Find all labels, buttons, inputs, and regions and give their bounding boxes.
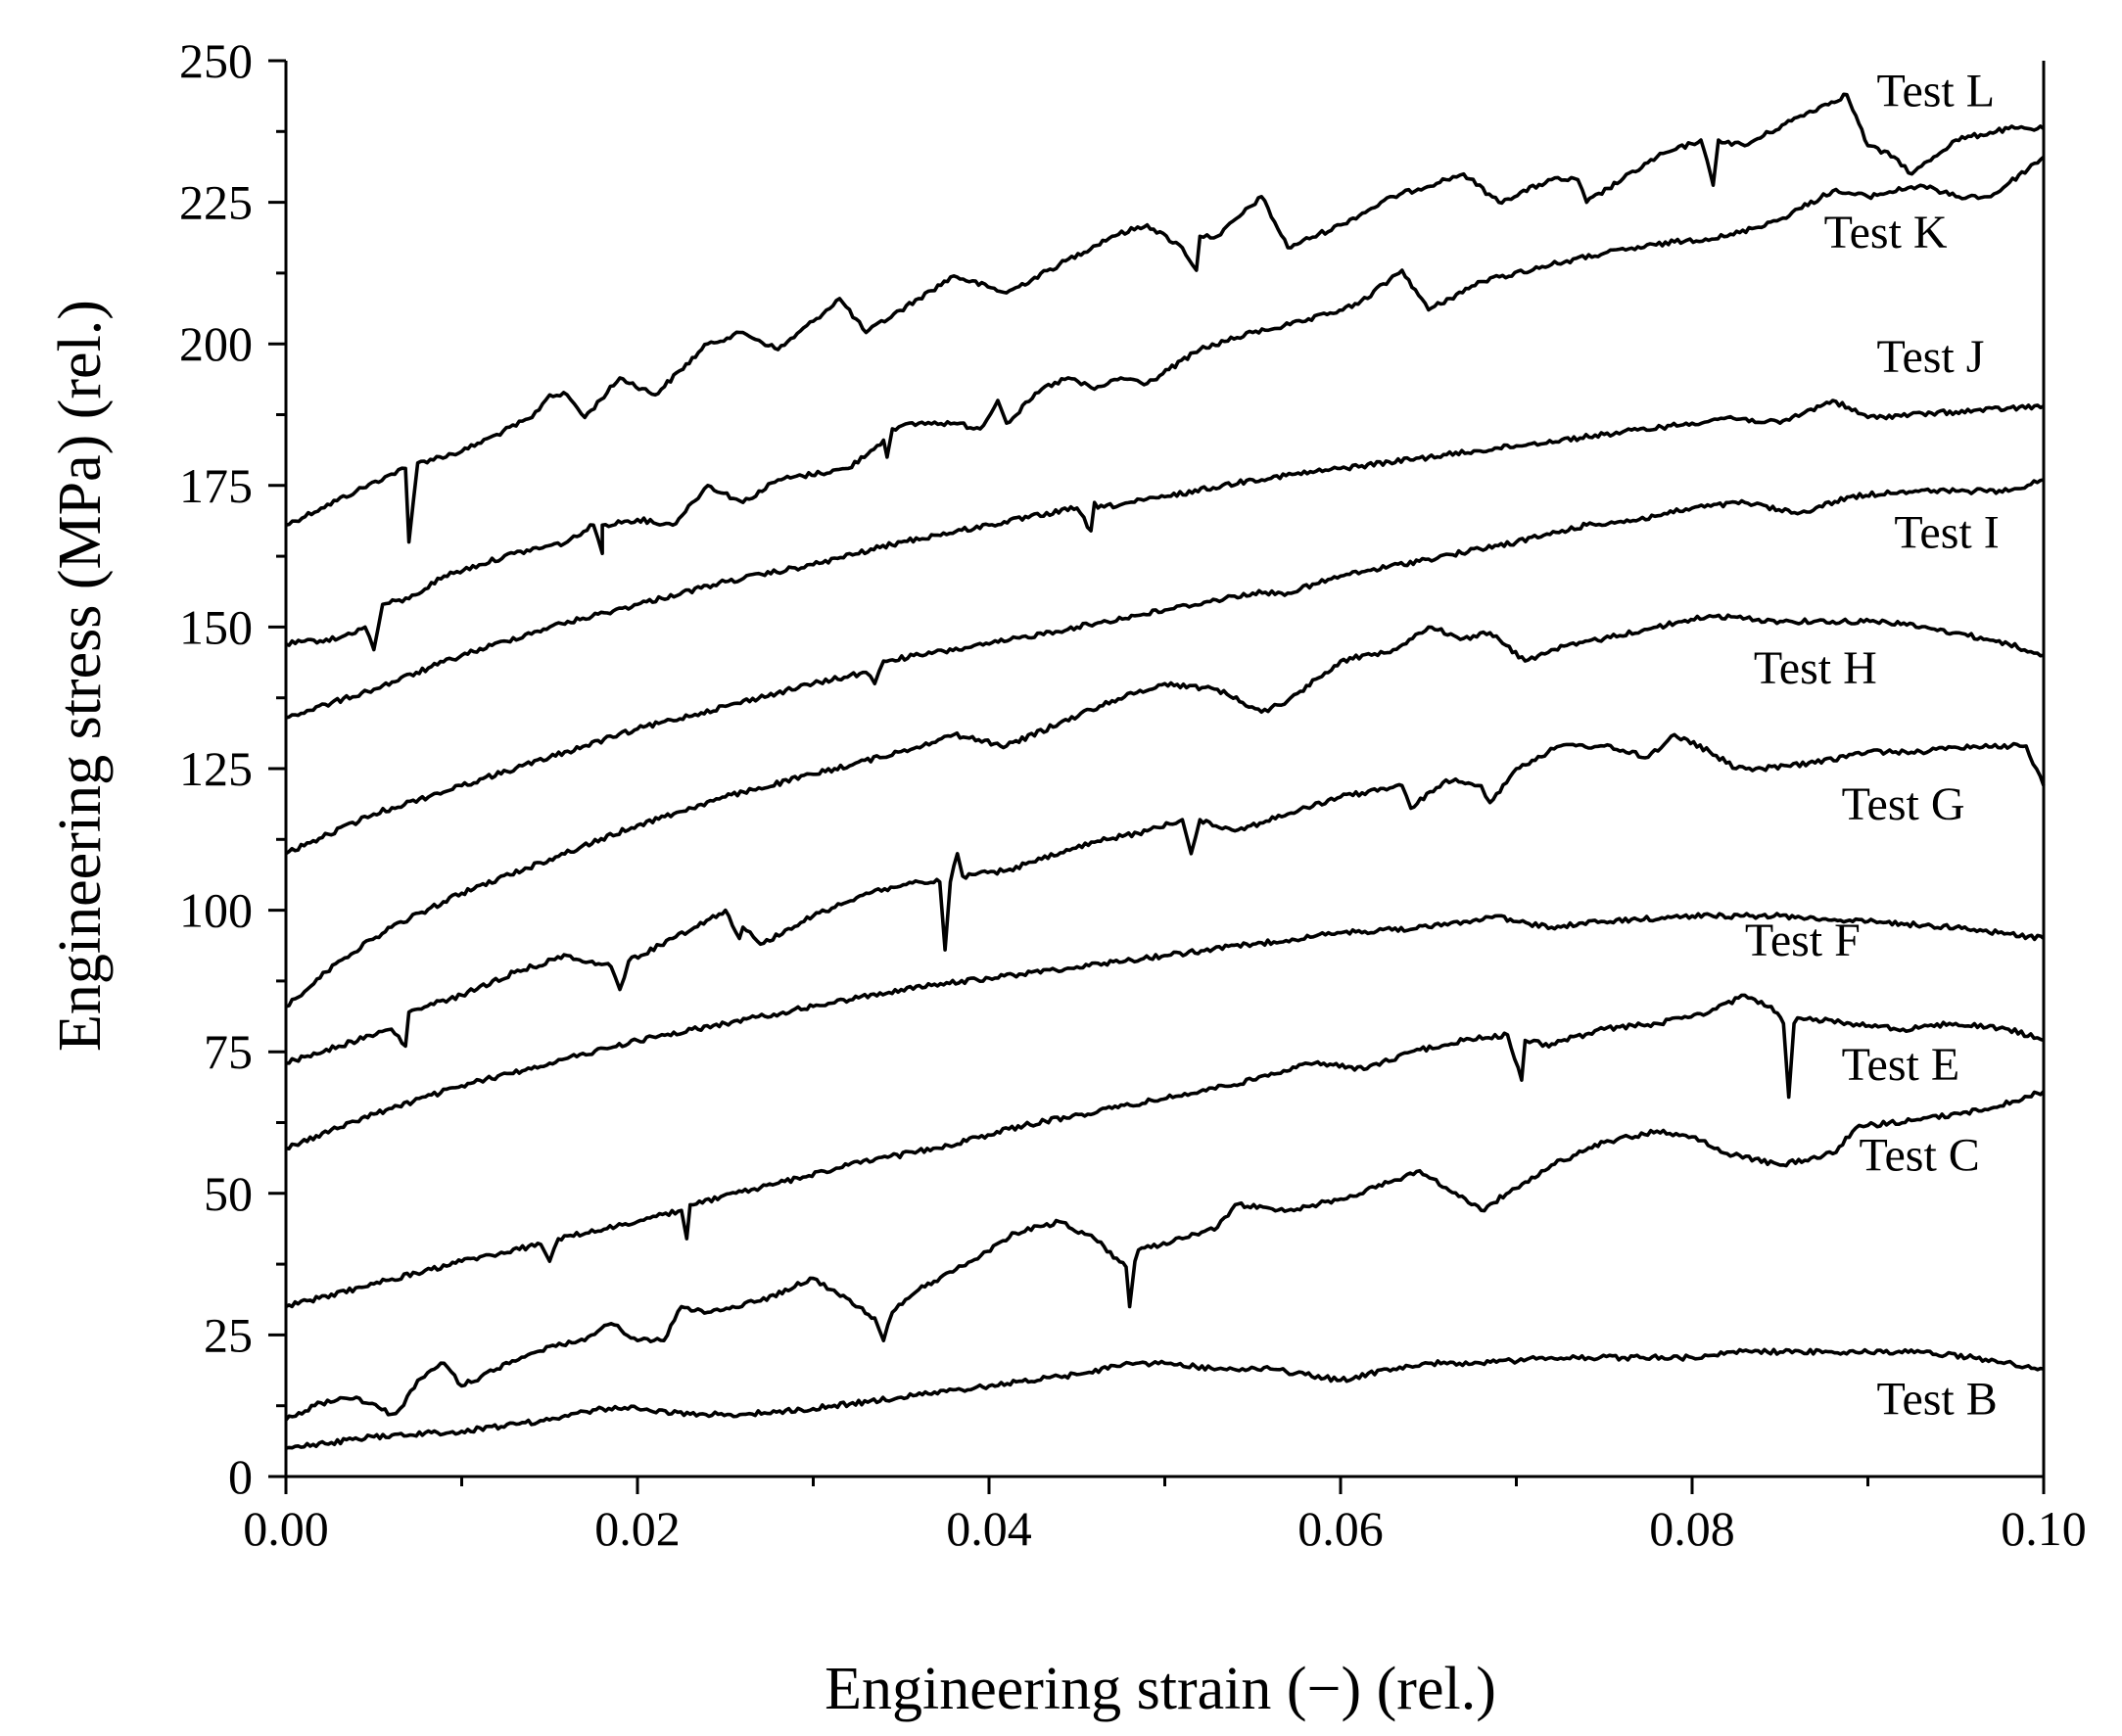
series-line-test-b	[285, 1347, 2045, 1450]
series-label-test-h: Test H	[1754, 642, 1877, 694]
series-line-test-g	[286, 732, 2046, 1065]
x-tick-label: 0.02	[594, 1501, 681, 1556]
series-label-test-k: Test K	[1824, 207, 1948, 258]
axes	[268, 59, 2046, 1494]
x-axis-title: Engineering strain (−) (rel.)	[825, 1656, 1496, 1722]
series-label-test-c: Test C	[1860, 1130, 1980, 1182]
series-label-test-l: Test L	[1876, 65, 1995, 117]
series-line-test-e	[285, 993, 2045, 1309]
x-tick-label: 0.00	[243, 1501, 329, 1556]
series-line-test-c	[284, 1090, 2046, 1422]
series-line-test-f	[285, 912, 2046, 1150]
series-labels: Test L Test K Test J Test I Test H Test G Test…	[1745, 65, 2000, 1425]
y-tick-label: 50	[204, 1166, 253, 1221]
series-line-test-j	[285, 399, 2045, 720]
x-tick-label: 0.04	[946, 1501, 1032, 1556]
x-tick-label: 0.10	[2001, 1501, 2087, 1556]
series-label-test-f: Test F	[1745, 915, 1861, 966]
series-line-test-k	[285, 155, 2046, 652]
y-tick-label: 150	[179, 599, 253, 654]
series-label-test-e: Test E	[1842, 1039, 1960, 1091]
y-tick-label: 200	[179, 316, 253, 371]
series-line-test-i	[284, 478, 2045, 856]
series-label-test-b: Test B	[1876, 1373, 1997, 1425]
tick-labels: 0 25 50 75 100 125 150 175 200 225 250 0.00 0.02 0.04…	[179, 33, 2087, 1556]
series-line-test-l	[285, 92, 2046, 544]
x-tick-label: 0.08	[1649, 1501, 1735, 1556]
y-tick-label: 75	[204, 1024, 253, 1079]
y-tick-label: 250	[179, 33, 253, 88]
x-tick-label: 0.06	[1297, 1501, 1384, 1556]
y-tick-label: 225	[179, 175, 253, 230]
y-tick-label: 125	[179, 741, 253, 796]
series-label-test-g: Test G	[1842, 778, 1965, 830]
y-axis-title: Engineering stress (MPa) (rel.)	[47, 300, 114, 1052]
series-label-test-j: Test J	[1876, 331, 1984, 383]
y-tick-label: 25	[204, 1307, 253, 1362]
y-tick-label: 0	[228, 1449, 253, 1504]
y-tick-label: 100	[179, 883, 253, 938]
series-label-test-i: Test I	[1894, 506, 1999, 558]
plot-lines	[284, 92, 2046, 1450]
series-line-test-h	[285, 613, 2045, 1009]
y-tick-label: 175	[179, 458, 253, 513]
